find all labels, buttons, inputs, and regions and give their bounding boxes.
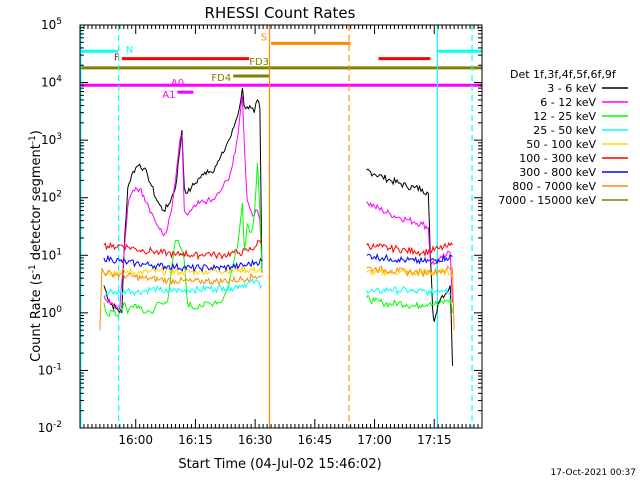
legend-entry-label: 300 - 800 keV	[519, 166, 596, 179]
y-tick-base: 10	[41, 76, 56, 90]
legend-entry-label: 7000 - 15000 keV	[498, 194, 596, 207]
vertical-lines-layer	[80, 25, 473, 428]
y-tick-base: 10	[41, 133, 56, 147]
chart-title: RHESSI Count Rates	[205, 4, 356, 22]
x-tick-label: 17:00	[357, 433, 392, 447]
y-tick-exponent: -1	[53, 362, 62, 372]
legend-entry-label: 100 - 300 keV	[519, 152, 596, 165]
legend-entry-label: 50 - 100 keV	[526, 138, 596, 151]
y-tick-base: 10	[41, 248, 56, 262]
legend-entry-label: 6 - 12 keV	[540, 96, 596, 109]
y-axis-label-exponent: -1	[28, 264, 38, 273]
annotation-label: N	[126, 45, 133, 56]
y-tick-label: 102	[41, 190, 62, 205]
y-axis-label-part: detector segment	[29, 144, 44, 264]
series-line	[366, 265, 455, 331]
legend-entry-label: 3 - 6 keV	[547, 82, 596, 95]
series-line	[103, 95, 263, 313]
series-line	[99, 267, 263, 331]
legend-title: Det 1f,3f,4f,5f,6f,9f	[510, 68, 617, 81]
y-tick-exponent: 1	[56, 247, 62, 257]
series-line	[366, 201, 453, 303]
series-line	[103, 237, 263, 261]
annotation-label: S	[261, 32, 267, 43]
y-tick-base: 10	[41, 191, 56, 205]
plot-frame	[79, 24, 483, 429]
y-tick-base: 10	[41, 18, 56, 32]
y-axis-label-part: )	[29, 130, 44, 135]
x-tick-label: 16:45	[298, 433, 333, 447]
series-line	[103, 163, 263, 318]
y-axis-label-part: Count Rate (s	[29, 273, 44, 362]
y-axis-label-exponent: -1	[28, 135, 38, 144]
series-line	[366, 294, 453, 313]
x-tick-label: 16:15	[178, 433, 213, 447]
y-tick-exponent: 0	[56, 305, 62, 315]
y-tick-exponent: 2	[56, 190, 62, 200]
annotation-label: A1	[162, 90, 175, 101]
y-tick-exponent: -2	[53, 420, 62, 430]
y-tick-base: 10	[38, 421, 53, 435]
y-tick-exponent: 3	[56, 132, 62, 142]
series-layer	[99, 88, 455, 366]
y-tick-label: 10-1	[38, 362, 62, 377]
legend-entry-label: 800 - 7000 keV	[512, 180, 596, 193]
series-line	[103, 255, 263, 273]
series-line	[366, 252, 453, 265]
annotation-label: FD4	[211, 73, 231, 84]
y-tick-exponent: 4	[56, 75, 62, 85]
y-tick-exponent: 5	[56, 17, 62, 27]
annotation-label: A0	[171, 78, 184, 89]
series-line	[366, 241, 453, 258]
legend-entry-label: 25 - 50 keV	[533, 124, 596, 137]
legend-entry-label: 12 - 25 keV	[533, 110, 596, 123]
x-tick-label: 17:15	[417, 433, 452, 447]
timestamp: 17-Oct-2021 00:37	[551, 468, 636, 478]
y-tick-label: 100	[41, 305, 62, 320]
annotation-label: FD3	[249, 57, 269, 68]
series-line	[103, 278, 263, 298]
y-tick-label: 10-2	[38, 420, 62, 435]
series-line	[366, 286, 453, 298]
y-tick-base: 10	[41, 306, 56, 320]
y-tick-label: 105	[41, 17, 62, 32]
y-tick-label: 103	[41, 132, 62, 147]
x-axis-label: Start Time (04-Jul-02 15:46:02)	[178, 457, 381, 472]
annotation-label: F	[114, 53, 120, 64]
y-tick-base: 10	[38, 363, 53, 377]
y-tick-label: 101	[41, 247, 62, 262]
y-tick-label: 104	[41, 75, 62, 90]
x-tick-label: 16:30	[238, 433, 273, 447]
y-axis-label: Count Rate (s-1 detector segment-1)	[28, 130, 44, 362]
x-tick-label: 16:00	[118, 433, 153, 447]
series-line	[103, 88, 263, 314]
